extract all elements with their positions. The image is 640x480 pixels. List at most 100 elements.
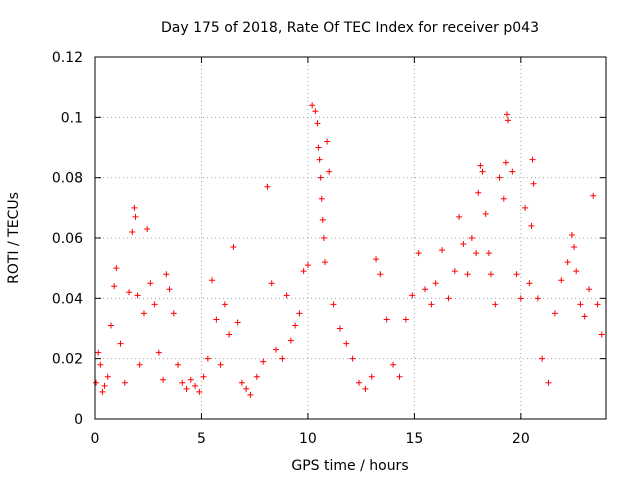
- data-point: [402, 316, 409, 323]
- data-point: [309, 102, 316, 109]
- data-point: [590, 192, 597, 199]
- data-point: [492, 301, 499, 308]
- data-point: [279, 355, 286, 362]
- y-tick-label: 0.02: [52, 352, 83, 368]
- data-point: [534, 295, 541, 302]
- data-point: [183, 385, 190, 392]
- data-point: [581, 313, 588, 320]
- x-axis-label: GPS time / hours: [291, 458, 408, 474]
- data-point: [488, 271, 495, 278]
- data-point: [558, 277, 565, 284]
- data-point: [598, 331, 605, 338]
- data-point: [502, 159, 509, 166]
- data-point: [170, 310, 177, 317]
- data-point: [464, 271, 471, 278]
- y-tick-label: 0.06: [52, 231, 83, 247]
- data-point: [528, 222, 535, 229]
- data-point: [475, 189, 482, 196]
- data-point: [217, 361, 224, 368]
- data-point: [151, 301, 158, 308]
- data-point: [234, 319, 241, 326]
- data-point: [317, 174, 324, 181]
- data-point: [101, 382, 108, 389]
- data-point: [377, 271, 384, 278]
- data-point: [209, 277, 216, 284]
- data-point: [551, 310, 558, 317]
- data-point: [155, 349, 162, 356]
- data-point: [477, 162, 484, 169]
- data-point: [163, 271, 170, 278]
- data-point: [93, 379, 100, 386]
- data-point: [196, 388, 203, 395]
- data-point: [296, 310, 303, 317]
- data-point: [312, 108, 319, 115]
- data-point: [336, 325, 343, 332]
- data-point: [496, 174, 503, 181]
- data-point: [213, 316, 220, 323]
- data-point: [517, 295, 524, 302]
- data-point: [503, 111, 510, 118]
- data-point: [349, 355, 356, 362]
- data-point: [577, 301, 584, 308]
- data-point: [132, 213, 139, 220]
- data-point: [121, 379, 128, 386]
- data-point: [415, 250, 422, 257]
- grid-lines: [95, 57, 606, 419]
- data-point: [500, 195, 507, 202]
- data-points: [93, 102, 605, 398]
- y-tick-label: 0.1: [61, 110, 83, 126]
- data-point: [204, 355, 211, 362]
- data-point: [362, 385, 369, 392]
- data-point: [253, 373, 260, 380]
- data-point: [104, 373, 111, 380]
- data-point: [545, 379, 552, 386]
- data-point: [107, 322, 114, 329]
- data-point: [509, 168, 516, 175]
- data-point: [292, 322, 299, 329]
- data-point: [390, 361, 397, 368]
- data-point: [373, 256, 380, 263]
- data-point: [409, 292, 416, 299]
- data-point: [243, 385, 250, 392]
- data-point: [319, 216, 326, 223]
- data-point: [99, 388, 106, 395]
- x-tick-labels: 0 5 10 15 20: [91, 431, 530, 447]
- data-point: [432, 280, 439, 287]
- data-point: [479, 168, 486, 175]
- data-point: [147, 280, 154, 287]
- y-tick-label: 0.08: [52, 171, 83, 187]
- data-point: [505, 117, 512, 124]
- data-point: [460, 241, 467, 248]
- data-point: [343, 340, 350, 347]
- data-point: [187, 376, 194, 383]
- data-point: [368, 373, 375, 380]
- data-point: [126, 289, 133, 296]
- data-point: [468, 235, 475, 241]
- data-point: [568, 231, 575, 238]
- data-point: [230, 244, 237, 251]
- data-point: [315, 144, 322, 151]
- data-point: [396, 373, 403, 380]
- y-tick-label: 0.12: [52, 50, 83, 66]
- data-point: [117, 340, 124, 347]
- data-point: [136, 361, 143, 368]
- data-point: [445, 295, 452, 302]
- data-point: [314, 120, 321, 127]
- data-point: [283, 292, 290, 299]
- x-tick-label: 0: [91, 431, 100, 447]
- data-point: [260, 358, 267, 365]
- x-tick-label: 20: [512, 431, 530, 447]
- y-tick-label: 0: [74, 412, 83, 428]
- y-tick-label: 0.04: [52, 291, 83, 307]
- data-point: [324, 138, 331, 145]
- data-point: [473, 250, 480, 257]
- data-point: [451, 268, 458, 275]
- data-point: [356, 379, 363, 386]
- data-point: [238, 379, 245, 386]
- data-point: [522, 204, 529, 211]
- data-point: [330, 301, 337, 308]
- data-point: [226, 331, 233, 338]
- data-point: [129, 228, 136, 235]
- data-point: [326, 168, 333, 175]
